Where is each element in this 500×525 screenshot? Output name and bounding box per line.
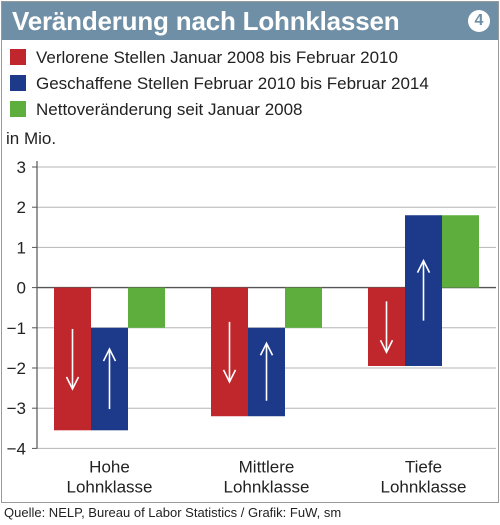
y-tick-label: −2 xyxy=(7,359,26,378)
chart-title: Veränderung nach Lohnklassen xyxy=(12,6,400,36)
x-category-label: Mittlere xyxy=(239,457,295,476)
arrow-down-icon xyxy=(65,376,80,391)
y-tick-label: −4 xyxy=(7,439,26,458)
bar xyxy=(285,287,322,328)
x-category-label: Tiefe xyxy=(405,457,442,476)
arrow-down-icon xyxy=(379,339,394,355)
legend-label: Nettoveränderung seit Januar 2008 xyxy=(36,100,303,119)
arrow-up-icon xyxy=(259,341,274,356)
source-note: Quelle: NELP, Bureau of Labor Statistics… xyxy=(4,505,342,520)
y-tick-label: 3 xyxy=(17,158,26,177)
legend-swatch xyxy=(10,101,26,117)
x-category-label: Lohnklasse xyxy=(66,477,152,496)
bar xyxy=(128,287,165,328)
y-tick-label: 2 xyxy=(17,198,26,217)
figure-number-badge: 4 xyxy=(468,10,490,32)
bar xyxy=(442,215,479,288)
y-tick-label: 1 xyxy=(17,238,26,257)
legend-label: Geschaffene Stellen Februar 2010 bis Feb… xyxy=(36,74,429,93)
legend-swatch xyxy=(10,49,26,65)
chart-frame: Veränderung nach Lohnklassen 4 Verlorene… xyxy=(1,1,499,503)
x-category-label: Lohnklasse xyxy=(380,477,466,496)
x-category-label: Hohe xyxy=(89,457,130,476)
y-tick-label: 0 xyxy=(17,279,26,298)
legend-label: Verlorene Stellen Januar 2008 bis Februa… xyxy=(36,48,398,67)
legend-swatch xyxy=(10,75,26,91)
y-tick-label: −1 xyxy=(7,319,26,338)
arrow-up-icon xyxy=(416,258,431,273)
y-unit-label: in Mio. xyxy=(6,129,57,148)
x-category-label: Lohnklasse xyxy=(223,477,309,496)
header-bar: Veränderung nach Lohnklassen 4 xyxy=(2,2,498,40)
bar-chart: 3210−1−2−3−4HoheLohnklasseMittlereLohnkl… xyxy=(7,158,496,496)
y-tick-label: −3 xyxy=(7,399,26,418)
arrow-down-icon xyxy=(222,369,237,384)
arrow-up-icon xyxy=(102,347,117,362)
